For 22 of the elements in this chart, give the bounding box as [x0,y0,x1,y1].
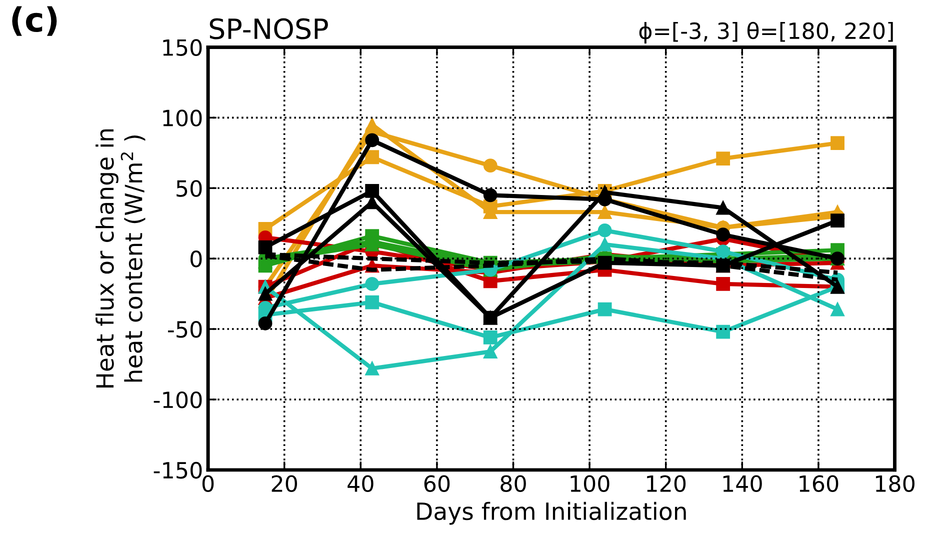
y-tick-label: 0 [190,250,202,268]
y-tick-label: -150 [154,462,202,479]
x-tick-label: 180 [876,475,914,492]
y-tick-label: 50 [176,180,202,197]
x-tick-label: 140 [723,475,762,492]
y-axis-title: Heat flux or change in heat content (W/m$^{2}$ ) [96,129,146,388]
chart-subtitle: ϕ=[-3, 3] θ=[180, 220] [639,22,893,44]
x-tick-label: 160 [800,475,838,492]
chart-title: SP-NOSP [210,18,328,40]
x-tick-label: 40 [348,475,374,492]
text: (c) [12,6,57,36]
x-tick-label: 20 [272,475,298,492]
x-tick-label: 100 [570,475,610,492]
y-tick-label: -100 [154,391,202,408]
y-tick-label: -50 [168,320,202,338]
x-tick-label: 0 [202,475,214,492]
x-tick-label: 120 [647,475,686,492]
x-tick-label: 60 [424,475,450,492]
x-axis-title: Days from Initialization [417,502,686,525]
x-tick-label: 80 [500,475,526,492]
y-tick-label: 150 [163,39,202,56]
y-tick-label: 100 [163,110,202,126]
